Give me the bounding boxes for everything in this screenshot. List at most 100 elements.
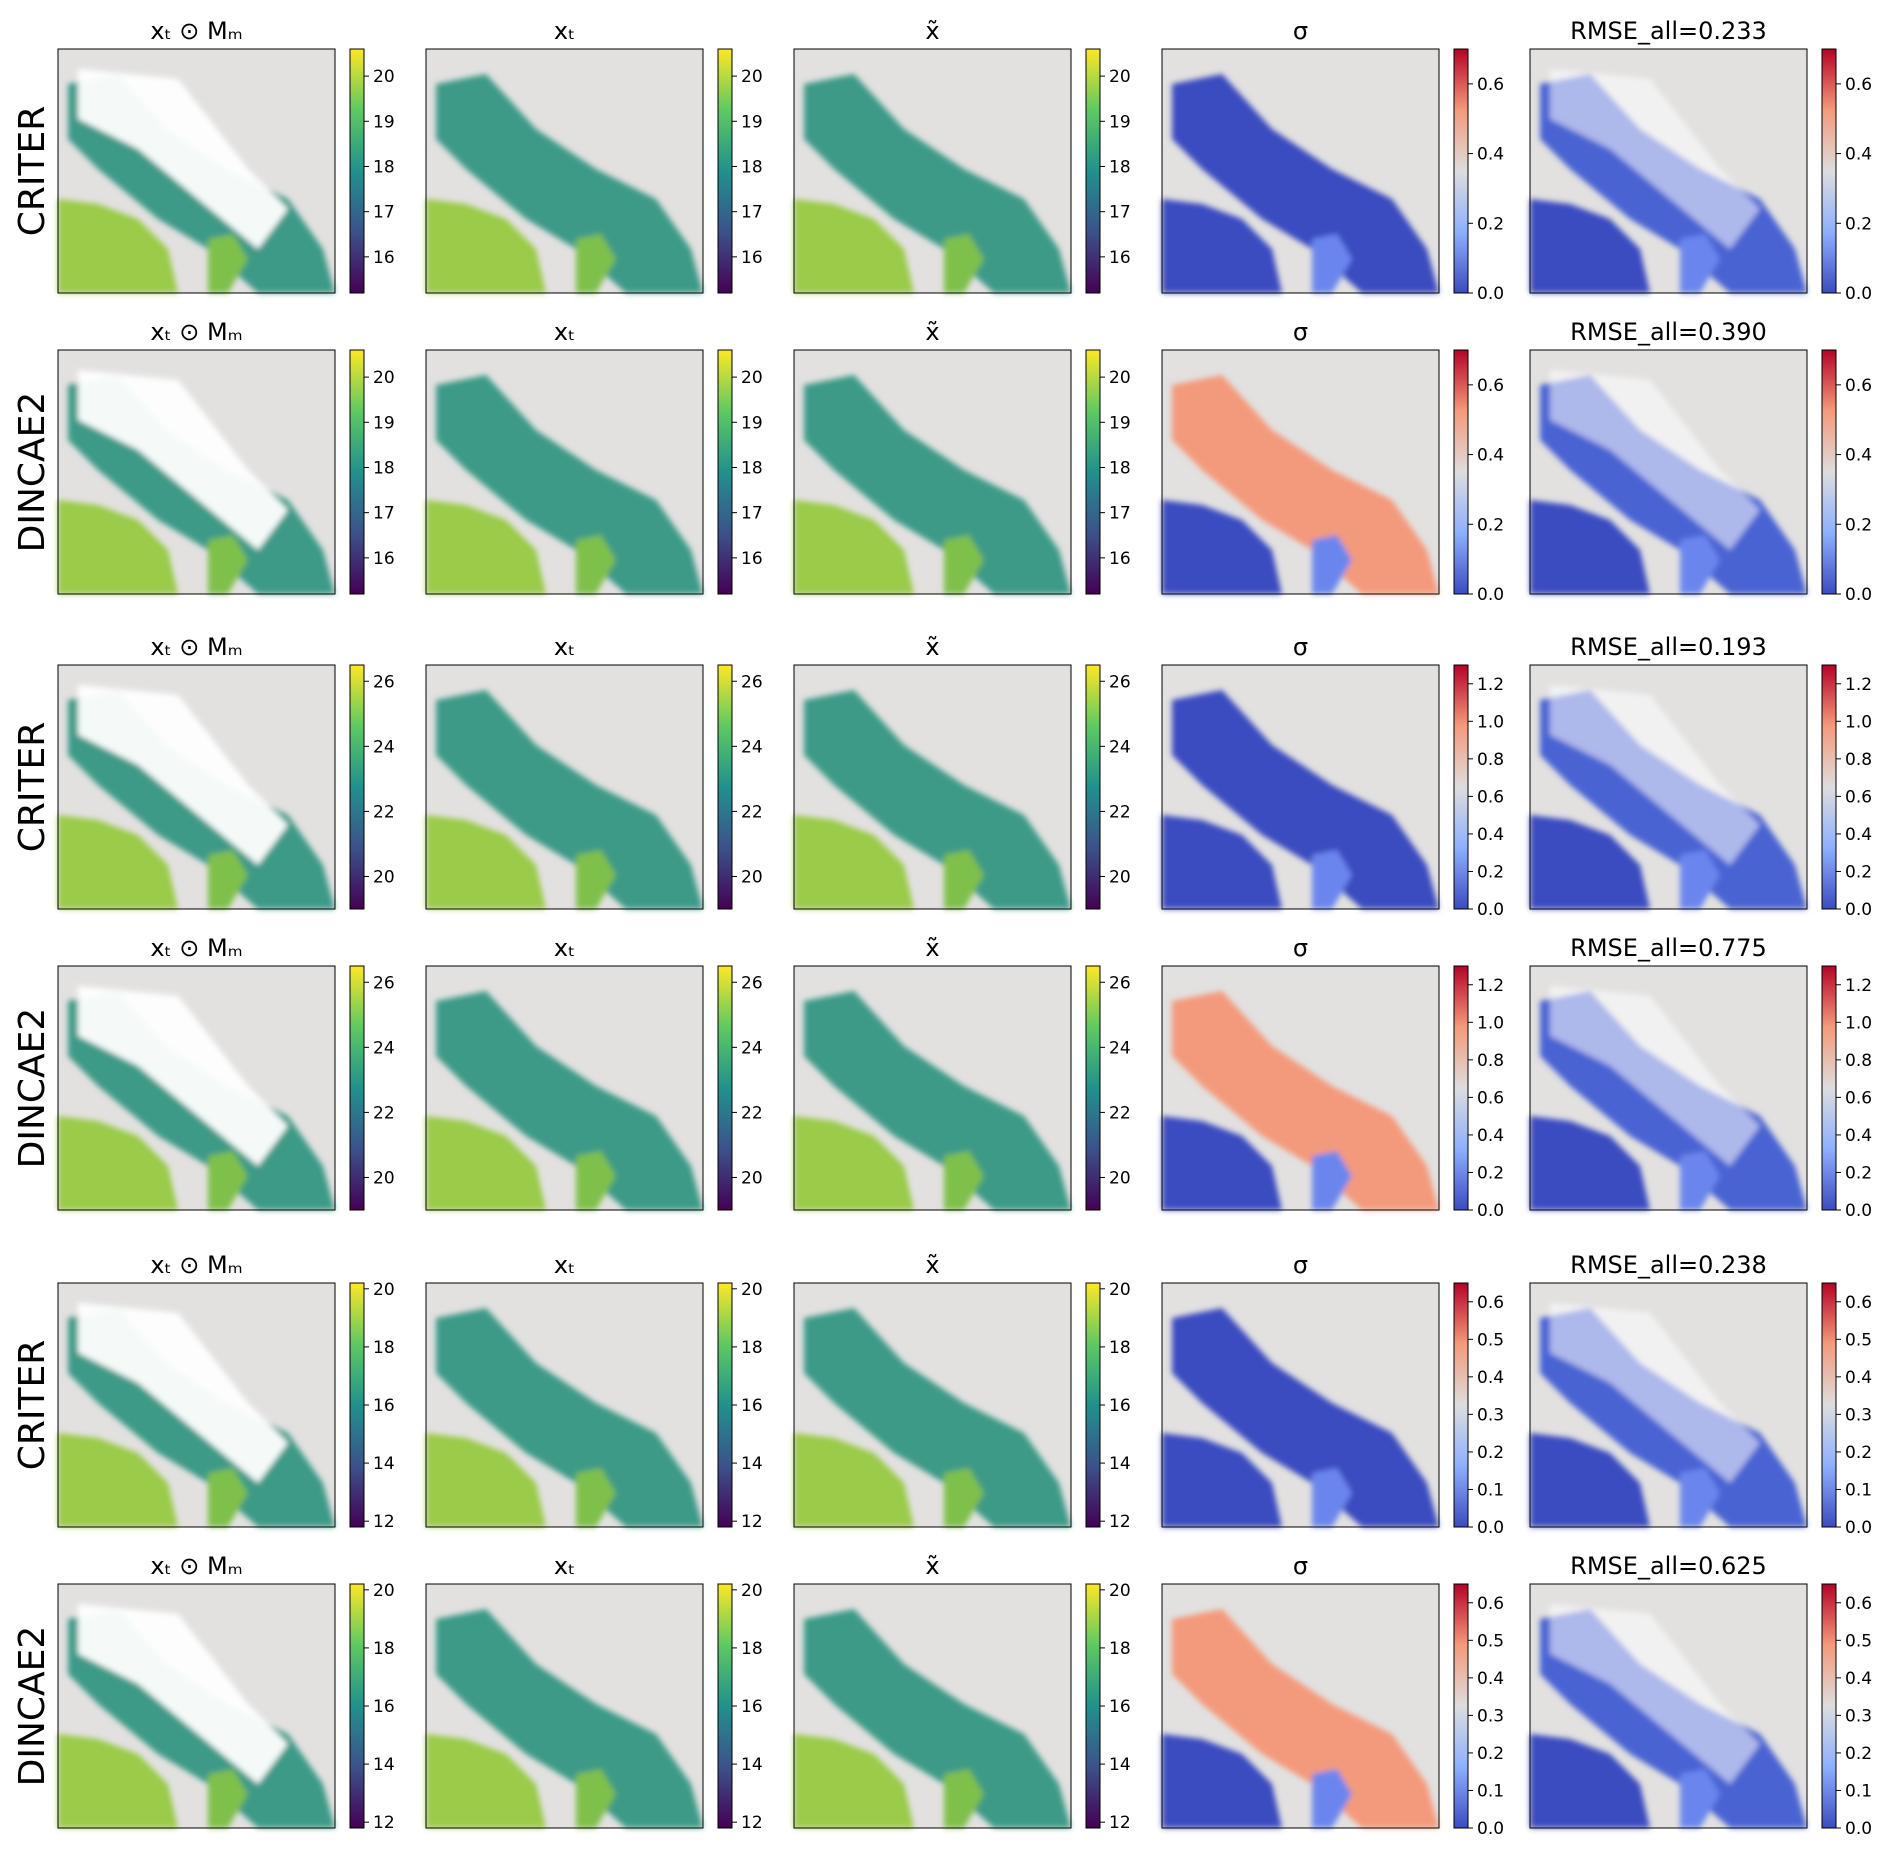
colorbar-tick-label: 0.2 [1845,1744,1872,1764]
southern-sea-field [58,500,178,594]
colorbar-tick-label: 0.6 [1845,1293,1872,1313]
colorbar-tick-label: 22 [741,1103,763,1123]
row-label: DINCAE2 [12,392,53,553]
panel-title: x̃ [925,318,939,346]
panel-frame [793,664,1072,910]
panel-frame [793,349,1072,595]
island-field [1680,234,1720,293]
colorbar-tick-label: 16 [373,248,395,268]
colorbar-tick-label: 16 [741,1396,763,1416]
temperature-colorbar [717,965,733,1211]
colorbar-tick-label: 12 [373,1813,395,1833]
colorbar-tick-label: 24 [373,737,395,757]
southern-sea-field [1162,815,1282,909]
panel-2-2: xₜ 16 17 18 19 20 [425,318,763,595]
field-image [794,690,1071,909]
colorbar-tick-label: 20 [741,368,763,388]
colorbar-tick-label: 22 [1109,1103,1131,1123]
southern-sea-field [1530,1116,1650,1210]
island-field [944,535,984,594]
colorbar-tick-label: 20 [741,67,763,87]
southern-sea-field [426,815,546,909]
southern-sea-field [58,1734,178,1828]
island-field [944,850,984,909]
temperature-colorbar [1085,965,1101,1211]
colorbar-tick-label: 18 [741,1639,763,1659]
colorbar-tick-label: 24 [1109,737,1131,757]
colorbar-tick-label: 0.0 [1477,1819,1504,1839]
panel-6-1: xₜ ⊙ Mₘ 12 14 16 18 20 [57,1552,395,1833]
southern-sea-field [426,500,546,594]
panel-frame [425,1282,704,1528]
panel-2-3: x̃ 16 17 18 19 20 [793,318,1131,595]
southern-sea-field [1530,815,1650,909]
field-image [794,991,1071,1210]
panel-3-3: x̃ 20 22 24 26 [793,633,1131,910]
colorbar-tick-label: 20 [373,368,395,388]
colorbar-tick-label: 20 [741,1581,763,1601]
southern-sea-field [1162,1433,1282,1527]
colorbar-tick-label: 0.0 [1477,284,1504,304]
colorbar-tick-label: 18 [1109,1338,1131,1358]
colorbar-tick-label: 19 [1109,413,1131,433]
colorbar-tick-label: 0.3 [1845,1706,1872,1726]
panel-frame [1529,1282,1808,1528]
colorbar-tick-label: 0.6 [1477,1088,1504,1108]
southern-sea-field [1530,1734,1650,1828]
colorbar-tick-label: 0.2 [1845,214,1872,234]
island-field [576,1151,616,1210]
sea-field [804,74,1071,293]
sea-field [436,690,703,909]
panel-title: σ [1293,318,1308,346]
colorbar-tick-label: 24 [741,737,763,757]
southern-sea-field [1530,199,1650,293]
panel-frame [1161,1282,1440,1528]
colorbar-tick-label: 19 [741,112,763,132]
panel-title: σ [1293,1552,1308,1580]
colorbar-tick-label: 0.1 [1477,1781,1504,1801]
sea-field [436,1308,703,1527]
sigma-colorbar [1821,1282,1837,1528]
colorbar-tick-label: 20 [1109,1581,1131,1601]
field-image [58,1604,335,1828]
southern-sea-field [794,1116,914,1210]
colorbar-tick-label: 18 [373,1639,395,1659]
rmse-title: RMSE_all=0.390 [1570,318,1767,346]
panel-5-3: x̃ 12 14 16 18 20 [793,1251,1131,1532]
colorbar-tick-label: 22 [1109,802,1131,822]
colorbar-tick-label: 0.0 [1477,585,1504,605]
panel-frame [1529,349,1808,595]
sigma-colorbar [1821,349,1837,595]
southern-sea-field [1530,500,1650,594]
panel-5-5: RMSE_all=0.238 0.0 0.1 0.2 0.3 0.4 0.5 0.6 [1529,1251,1872,1538]
colorbar-tick-label: 22 [373,802,395,822]
colorbar-tick-label: 0.4 [1477,145,1504,165]
panel-6-5: RMSE_all=0.625 0.0 0.1 0.2 0.3 0.4 0.5 0.6 [1529,1552,1872,1839]
field-image [426,690,703,909]
island-field [208,1151,248,1210]
field-image [426,1609,703,1828]
panel-frame [57,48,336,294]
sea-field [436,991,703,1210]
colorbar-tick-label: 19 [1109,112,1131,132]
colorbar-tick-label: 0.0 [1845,1518,1872,1538]
field-image [1530,685,1807,909]
colorbar-tick-label: 0.2 [1477,862,1504,882]
sea-field [1172,74,1439,293]
missing-data-mask [78,370,288,550]
panel-title: x̃ [925,17,939,45]
temperature-colorbar [717,349,733,595]
missing-data-mask [78,1604,288,1784]
colorbar-tick-label: 1.0 [1477,712,1504,732]
colorbar-tick-label: 0.2 [1845,515,1872,535]
colorbar-tick-label: 0.5 [1477,1631,1504,1651]
panel-frame [57,1282,336,1528]
panel-frame [1529,664,1808,910]
field-image [426,74,703,293]
colorbar-tick-label: 0.4 [1477,1669,1504,1689]
colorbar-tick-label: 1.0 [1477,1013,1504,1033]
colorbar-tick-label: 12 [741,1813,763,1833]
sea-field [1172,690,1439,909]
panel-1-1: xₜ ⊙ Mₘ 16 17 18 19 20 [57,17,395,294]
southern-sea-field [794,1433,914,1527]
